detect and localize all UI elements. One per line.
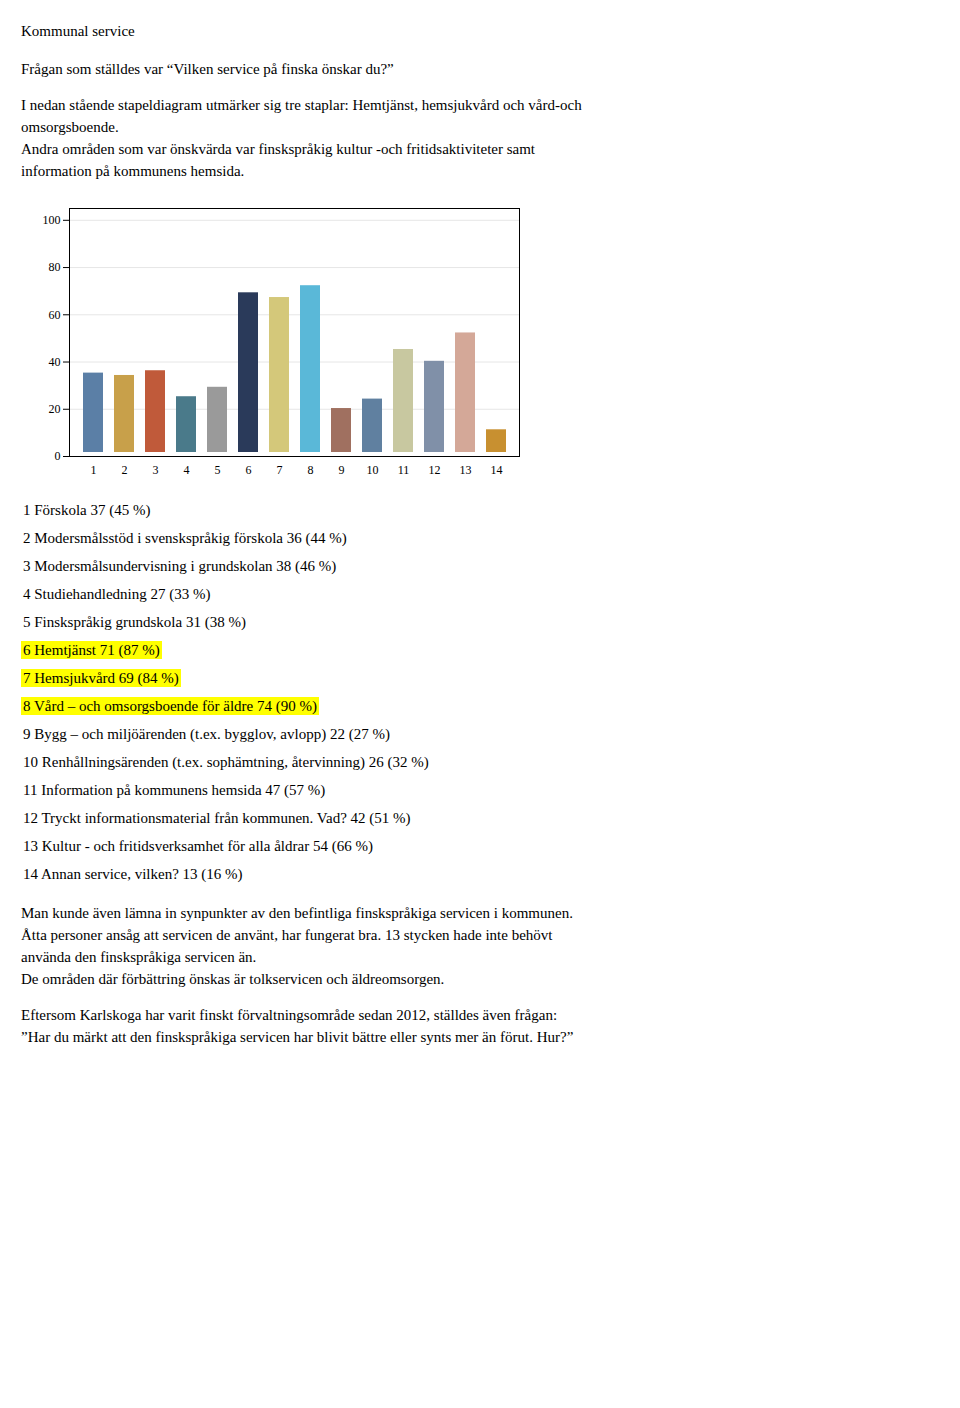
html-text:De områden där förbättring öns: De områden där förbättring önskas är tol… <box>21 971 445 987</box>
html-text:Eftersom Karlskoga har varit f: Eftersom Karlskoga har varit finskt förv… <box>21 1007 558 1023</box>
svg-text:11: 11 <box>398 463 410 477</box>
html-text:3 Modersmålsundervisning i gru: 3 Modersmålsundervisning i grundskolan 3… <box>23 558 337 574</box>
svg-text:0: 0 <box>55 449 61 463</box>
html-text:12 Tryckt informationsmaterial: 12 Tryckt informationsmaterial från komm… <box>23 810 411 826</box>
html-text:Man kunde även lämna in synpun: Man kunde även lämna in synpunkter av de… <box>21 905 573 921</box>
svg-text:80: 80 <box>49 260 61 274</box>
html-text:”Har du märkt att den finskspr: ”Har du märkt att den finskspråkiga serv… <box>21 1029 574 1045</box>
html-text:13 Kultur - och fritidsverksam: 13 Kultur - och fritidsverksamhet för al… <box>23 838 373 854</box>
html-text:8 Vård – och omsorgsboende för: 8 Vård – och omsorgsboende för äldre 74 … <box>23 698 317 714</box>
svg-text:10: 10 <box>367 463 379 477</box>
html-text:I nedan stående stapeldiagram: I nedan stående stapeldiagram utmärker s… <box>21 97 582 113</box>
html-text:använda den finskspråkiga serv: använda den finskspråkiga servicen än. <box>21 949 257 965</box>
html-text:Andra områden som var önskvärd: Andra områden som var önskvärda var fins… <box>21 141 535 157</box>
svg-text:14: 14 <box>491 463 503 477</box>
html-text:6 Hemtjänst 71 (87 %): 6 Hemtjänst 71 (87 %) <box>23 642 160 658</box>
html-text:Kommunal service: Kommunal service <box>21 23 135 39</box>
html-text:omsorgsboende.: omsorgsboende. <box>21 119 119 135</box>
html-text:Frågan som ställdes var “Vilke: Frågan som ställdes var “Vilken service … <box>21 61 394 77</box>
svg-text:5: 5 <box>215 463 221 477</box>
svg-text:20: 20 <box>49 402 61 416</box>
html-text:10 Renhållningsärenden (t.ex.: 10 Renhållningsärenden (t.ex. sophämtnin… <box>23 754 429 770</box>
svg-text:2: 2 <box>122 463 128 477</box>
svg-text:6: 6 <box>246 463 252 477</box>
html-text:11 Information på kommunens he: 11 Information på kommunens hemsida 47 (… <box>23 782 326 798</box>
svg-text:12: 12 <box>429 463 441 477</box>
html-text:2 Modersmålsstöd i svenskspråk: 2 Modersmålsstöd i svenskspråkig förskol… <box>23 530 347 546</box>
svg-text:13: 13 <box>460 463 472 477</box>
svg-text:3: 3 <box>153 463 159 477</box>
svg-text:7: 7 <box>277 463 283 477</box>
html-text:4 Studiehandledning 27 (33 %): 4 Studiehandledning 27 (33 %) <box>23 586 211 602</box>
html-text:information på kommunens hemsi: information på kommunens hemsida. <box>21 163 245 179</box>
svg-text:40: 40 <box>49 355 61 369</box>
svg-text:4: 4 <box>184 463 190 477</box>
html-text:9 Bygg – och miljöärenden (t.e: 9 Bygg – och miljöärenden (t.ex. bygglov… <box>23 726 390 742</box>
svg-text:8: 8 <box>308 463 314 477</box>
html-text:14 Annan service, vilken? 13 (: 14 Annan service, vilken? 13 (16 %) <box>23 866 243 882</box>
svg-text:60: 60 <box>49 308 61 322</box>
html-text:1 Förskola 37 (45 %): 1 Förskola 37 (45 %) <box>23 502 151 518</box>
svg-text:100: 100 <box>43 213 61 227</box>
html-text:7 Hemsjukvård 69 (84 %): 7 Hemsjukvård 69 (84 %) <box>23 670 179 686</box>
html-text:Åtta personer ansåg att servic: Åtta personer ansåg att servicen de anvä… <box>21 927 553 943</box>
svg-text:9: 9 <box>339 463 345 477</box>
html-text:5 Finskspråkig grundskola 31 (: 5 Finskspråkig grundskola 31 (38 %) <box>23 614 246 630</box>
svg-text:1: 1 <box>91 463 97 477</box>
